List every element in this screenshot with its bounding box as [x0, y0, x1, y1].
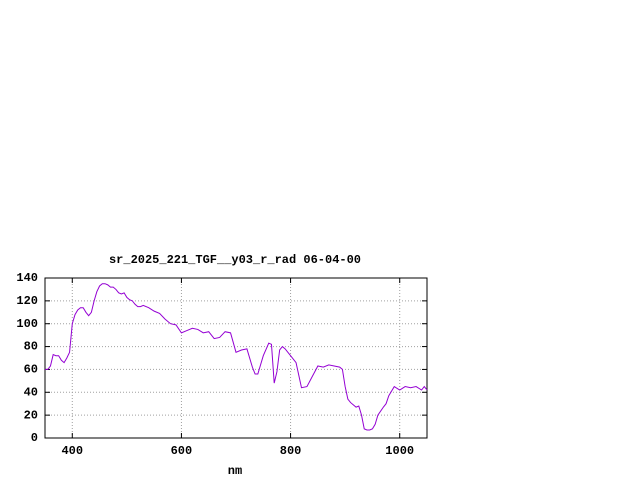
plot-border — [44, 277, 428, 439]
x-tick-label: 800 — [280, 444, 302, 458]
data-line — [45, 283, 428, 431]
y-tick-label: 140 — [16, 271, 38, 285]
x-tick-label: 1000 — [385, 444, 414, 458]
x-tick-label: 600 — [171, 444, 193, 458]
y-tick-label: 100 — [16, 317, 38, 331]
y-tick-label: 60 — [24, 363, 38, 377]
y-tick-label: 40 — [24, 385, 38, 399]
x-tick-label: 400 — [61, 444, 83, 458]
y-tick-label: 80 — [24, 340, 38, 354]
y-tick-label: 0 — [31, 431, 38, 445]
y-tick-label: 20 — [24, 408, 38, 422]
x-axis-label: nm — [228, 464, 242, 478]
y-tick-label: 120 — [16, 294, 38, 308]
chart-title: sr_2025_221_TGF__y03_r_rad 06-04-00 — [109, 253, 361, 267]
